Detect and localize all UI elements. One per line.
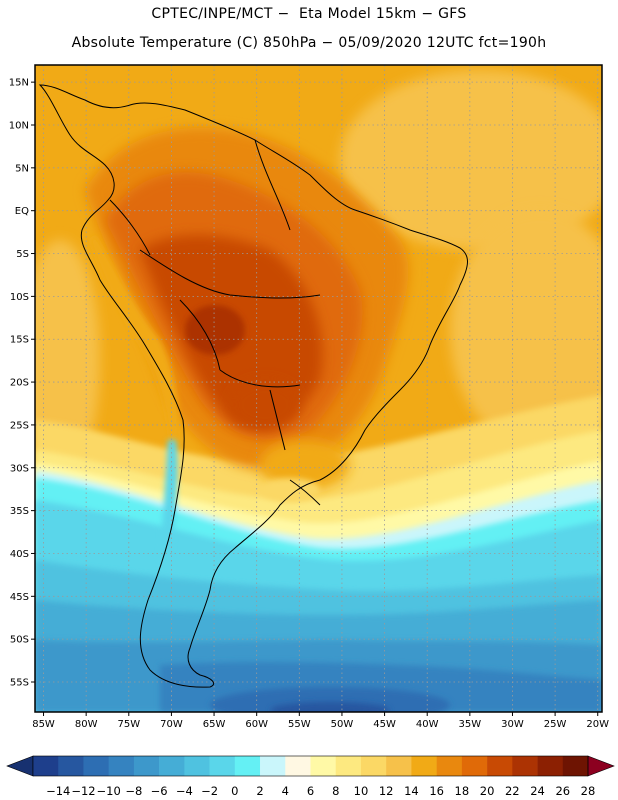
lat-label: 50S [10, 635, 29, 646]
lon-label: 65W [203, 719, 226, 730]
lon-label: 35W [459, 719, 482, 730]
colorbar-swatch [537, 756, 564, 776]
colorbar [6, 755, 615, 777]
lon-label: 50W [331, 719, 354, 730]
colorbar-label: 10 [354, 784, 369, 798]
plot-frame [34, 64, 603, 713]
lat-label: 25S [10, 420, 29, 431]
colorbar-swatch [335, 756, 362, 776]
lon-label: 55W [288, 719, 311, 730]
lat-label: 5N [15, 163, 29, 174]
lat-label: 15N [9, 78, 29, 89]
colorbar-label: −12 [71, 784, 95, 798]
lat-label: EQ [15, 206, 29, 217]
lat-label: 20S [10, 378, 29, 389]
lat-label: 30S [10, 463, 29, 474]
lon-label: 30W [501, 719, 524, 730]
lat-label: 10N [9, 120, 29, 131]
colorbar-label: 0 [231, 784, 238, 798]
colorbar-min-arrow [6, 755, 34, 777]
colorbar-frame [32, 755, 589, 777]
colorbar-swatch [184, 756, 210, 776]
lat-label: 35S [10, 506, 29, 517]
colorbar-swatch [360, 756, 387, 776]
colorbar-swatch [108, 756, 135, 776]
colorbar-swatch [386, 756, 412, 776]
colorbar-swatch [461, 756, 488, 776]
lon-label: 20W [586, 719, 609, 730]
colorbar-swatch [209, 756, 236, 776]
lon-label: 80W [75, 719, 98, 730]
grid-lines [31, 65, 602, 716]
lon-label: 40W [416, 719, 439, 730]
colorbar-label: 24 [530, 784, 545, 798]
colorbar-label: −4 [176, 784, 193, 798]
colorbar-label: 4 [282, 784, 289, 798]
colorbar-swatch [436, 756, 463, 776]
lon-label: 70W [160, 719, 183, 730]
colorbar-swatch [33, 756, 59, 776]
colorbar-label: −14 [46, 784, 70, 798]
colorbar-label: 26 [555, 784, 570, 798]
colorbar-swatch [159, 756, 185, 776]
colorbar-label: 12 [379, 784, 394, 798]
colorbar-swatch [285, 756, 311, 776]
temperature-field [35, 65, 602, 712]
lon-label: 60W [245, 719, 268, 730]
lat-label: 5S [16, 249, 29, 260]
colorbar-max-arrow [587, 755, 615, 777]
colorbar-label: 16 [429, 784, 444, 798]
colorbar-label: −8 [125, 784, 142, 798]
colorbar-label: 28 [581, 784, 596, 798]
lat-label: 15S [10, 335, 29, 346]
colorbar-labels: −14 −12 −10 −8 −6 −4 −2 0 2 4 6 8 10 12 14 16 18 20 22 24 26… [46, 784, 595, 798]
lon-label: 75W [117, 719, 140, 730]
colorbar-label: 22 [505, 784, 520, 798]
colorbar-swatch [234, 756, 261, 776]
colorbar-swatch [133, 756, 160, 776]
colorbar-swatch [487, 756, 513, 776]
lon-label: 85W [32, 719, 55, 730]
colorbar-label: −10 [97, 784, 121, 798]
colorbar-swatch [83, 756, 109, 776]
coastline [38, 84, 468, 688]
colorbar-swatch [411, 756, 437, 776]
lat-label: 55S [10, 678, 29, 689]
colorbar-swatch [58, 756, 84, 776]
colorbar-label: 20 [480, 784, 495, 798]
lat-label: 10S [10, 292, 29, 303]
chart-title-line1: CPTEC/INPE/MCT − Eta Model 15km − GFS [151, 6, 467, 22]
lat-label: 45S [10, 592, 29, 603]
colorbar-swatch [310, 756, 337, 776]
lon-label: 25W [544, 719, 567, 730]
colorbar-label: 18 [455, 784, 470, 798]
chart-title-line2: Absolute Temperature (C) 850hPa − 05/09/… [71, 35, 547, 51]
longitude-tick-labels: 85W 80W 75W 70W 65W 60W 55W 50W 45W 40W 35W 30W 25W 2… [32, 719, 609, 730]
lon-label: 45W [373, 719, 396, 730]
lat-label: 40S [10, 549, 29, 560]
colorbar-swatch [260, 756, 286, 776]
colorbar-label: −6 [151, 784, 168, 798]
latitude-tick-labels: 15N 10N 5N EQ 5S 10S 15S 20S 25S 30S 35S 40S 45S 50S 5… [9, 78, 29, 689]
colorbar-label: 6 [307, 784, 314, 798]
colorbar-label: 2 [256, 784, 263, 798]
colorbar-swatch [512, 756, 538, 776]
colorbar-label: −2 [201, 784, 218, 798]
colorbar-label: 14 [404, 784, 419, 798]
colorbar-swatch [562, 756, 589, 776]
colorbar-label: 8 [332, 784, 339, 798]
